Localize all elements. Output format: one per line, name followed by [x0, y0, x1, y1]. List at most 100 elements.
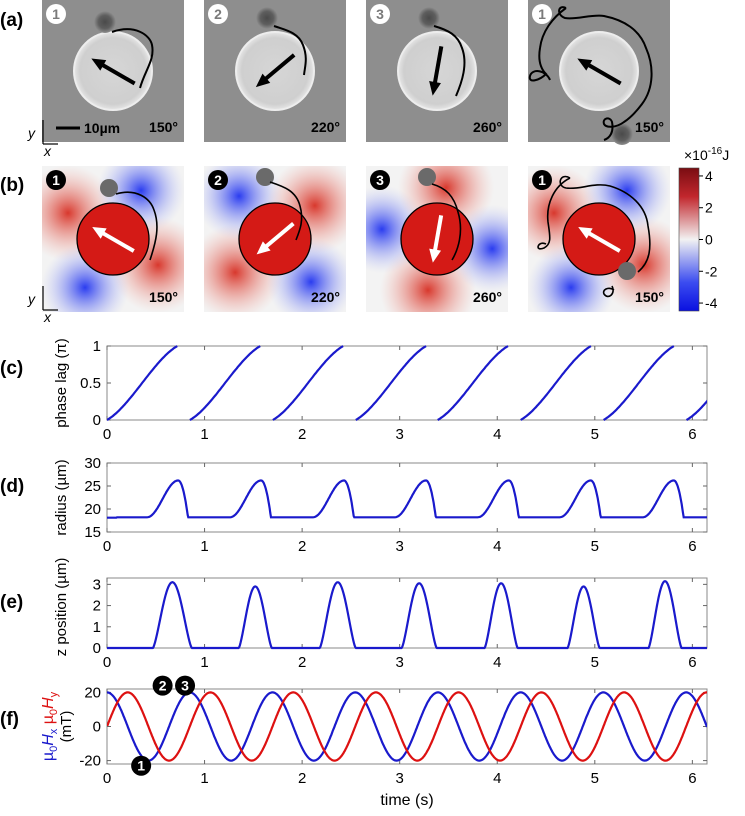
time-marker-badge: 1 [131, 755, 152, 776]
h-symbol-x: H [40, 734, 57, 746]
magnetization-arrow-head [92, 227, 107, 239]
magnetization-arrow-head [577, 58, 593, 71]
time-marker-number: 2 [159, 678, 167, 694]
colorbar-tick-label: 2 [705, 200, 713, 216]
panel-b-axes-indicator: y x [27, 286, 58, 325]
angle-label: 220° [311, 119, 340, 135]
trajectory-line [269, 181, 303, 241]
x-tick-label: 3 [396, 426, 404, 443]
colorbar-tick-label: -4 [705, 295, 718, 311]
angle-label: 150° [149, 119, 178, 135]
colorbar-tick-label: -2 [705, 263, 718, 279]
frame-badge: 3 [370, 4, 390, 24]
frame-badge-circle [46, 170, 66, 190]
frame-badge-number: 3 [376, 6, 384, 22]
frame-badge: 1 [46, 170, 66, 190]
y-axis-label-unit: (mT) [58, 711, 75, 743]
magnetization-arrow-shaft [432, 215, 444, 254]
z-position-series-line [107, 580, 707, 650]
y-axis-label-fields: µ0Hx µ0Hy [40, 691, 60, 761]
chart-c: 0 1 2 3 4 5 6 0 0.5 1 phase lag (π) [53, 338, 708, 443]
energy-map-frame: 1 150° [528, 166, 670, 312]
y-tick-label: 25 [84, 478, 101, 495]
frame-badge-number: 1 [52, 6, 60, 22]
magnetization-arrow-head [429, 81, 441, 96]
phase-lag-segment [685, 399, 707, 421]
frame-badge: 1 [532, 170, 552, 190]
x-tick-label: 0 [103, 770, 111, 787]
colorbar: ×10-16J 4 2 0 -2 -4 [678, 146, 729, 312]
time-marker-badge: 2 [152, 675, 173, 696]
plot-frame [106, 462, 708, 533]
plot-lines [107, 580, 707, 650]
x-tick-label: 1 [200, 426, 208, 443]
plot-frame [106, 577, 708, 649]
chart-e: 0 1 2 3 4 5 6 0 1 2 3 z position (µm) [53, 558, 708, 671]
y-tick-label: 0 [93, 719, 101, 736]
y-tick-label: 0 [93, 640, 101, 657]
x-tick-label: 2 [298, 538, 306, 555]
magnetization-arrow-shaft [432, 46, 444, 87]
panel-label-e: (e) [0, 592, 23, 613]
colorbar-gradient [678, 167, 700, 312]
bead [418, 7, 440, 29]
frame-badge: 3 [370, 170, 390, 190]
mu-zero-sub-x: 0 [48, 746, 60, 752]
x-tick-label: 2 [298, 770, 306, 787]
colorbar-title: ×10-16J [684, 146, 729, 163]
y-axis-label-field: µ0Hx µ0Hy(mT) [40, 691, 75, 761]
time-marker-number: 3 [181, 678, 189, 694]
x-tick-label: 5 [591, 426, 599, 443]
x-tick-label: 4 [493, 426, 501, 443]
frame-badge: 1 [46, 4, 66, 24]
frame-badge-circle [370, 4, 390, 24]
y-tick-label: 2 [93, 598, 101, 615]
energy-map-field [528, 166, 670, 312]
micrograph-frame: 1 150° [42, 0, 184, 142]
panel-a-x-axis-label: x [43, 143, 52, 159]
x-tick-label: 1 [200, 538, 208, 555]
colorbar-ticks: 4 2 0 -2 -4 [699, 168, 718, 311]
bead [611, 123, 633, 145]
x-tick-label: 6 [688, 654, 696, 671]
frame-badge-number: 1 [538, 172, 546, 188]
phase-lag-segment [520, 345, 592, 421]
panel-label-c: (c) [0, 358, 23, 379]
frame-badge: 2 [208, 4, 228, 24]
trajectory-line [537, 175, 651, 298]
frame-badge-number: 1 [538, 6, 546, 22]
magnetization-arrow-shaft [262, 222, 295, 250]
colorbar-tick-label: 0 [705, 232, 713, 248]
frame-badge-circle [46, 4, 66, 24]
x-tick-label: 4 [493, 538, 501, 555]
frame-badge: 2 [208, 170, 228, 190]
angle-label: 260° [473, 289, 502, 305]
disk-outline [76, 202, 150, 276]
frame-badge-number: 1 [52, 172, 60, 188]
x-tick-label: 0 [103, 426, 111, 443]
frame-badge-circle [532, 4, 552, 24]
disk-outline [238, 202, 312, 276]
energy-map-frame: 2 220° [204, 166, 346, 312]
panel-b-frames: 1 150° 2 220° 3 260° 1 150° [42, 166, 670, 312]
micrograph-frame: 2 220° [204, 0, 346, 142]
frame-badge-circle [208, 170, 228, 190]
panel-label-f: (f) [0, 709, 19, 730]
y-tick-label: 0 [93, 412, 101, 429]
mu-symbol-y: µ [40, 715, 57, 724]
x-tick-label: 0 [103, 654, 111, 671]
magnetization-arrow-head [578, 227, 593, 239]
radius-series-line [107, 479, 707, 519]
x-tick-label: 4 [493, 770, 501, 787]
frame-badge: 1 [532, 4, 552, 24]
time-marker-badge: 3 [175, 675, 196, 696]
y-tick-label: -20 [79, 753, 101, 770]
time-marker-number: 1 [137, 758, 145, 774]
magnetization-arrow-shaft [99, 61, 136, 86]
magnetization-arrow-shaft [585, 61, 622, 86]
phase-lag-segment [437, 345, 509, 421]
magnetization-arrow-shaft [585, 230, 621, 253]
bead [100, 179, 118, 197]
y-axis-label: z position (µm) [53, 558, 70, 657]
